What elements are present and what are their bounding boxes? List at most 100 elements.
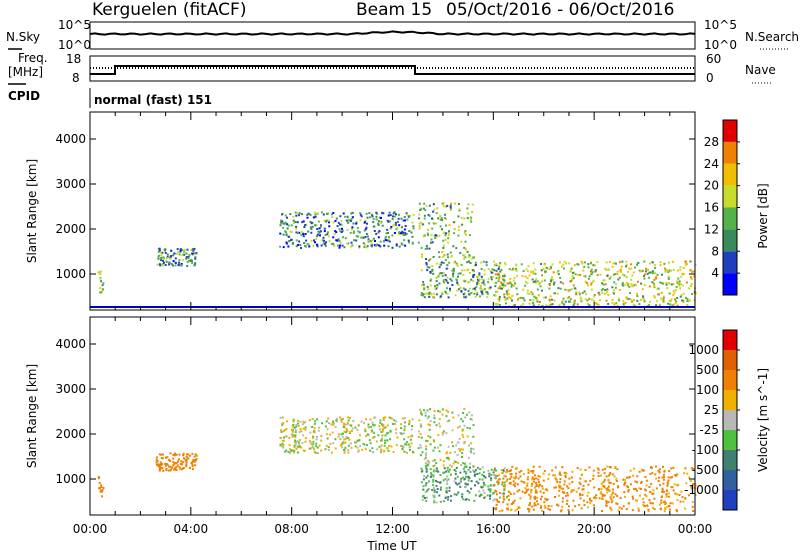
echo-cell-3: [464, 462, 467, 465]
echo-cell-5: [579, 497, 582, 500]
echo-cell-4: [435, 470, 438, 473]
echo-cell-5: [614, 467, 617, 469]
echo-cell-1: [161, 467, 164, 470]
echo-cell-5: [668, 282, 671, 285]
echo-cell-4: [498, 264, 501, 267]
echo-cell-5: [678, 284, 681, 287]
echo-cell-4: [476, 473, 479, 475]
echo-cell-3: [464, 230, 467, 232]
echo-cell-3: [418, 202, 421, 205]
echo-cell-2: [340, 418, 343, 421]
echo-cell-5: [497, 287, 500, 290]
echo-cell-2: [393, 232, 396, 234]
echo-cell-5: [577, 263, 580, 266]
echo-cell-4: [446, 469, 449, 472]
search-label: N.Search: [745, 30, 799, 44]
echo-cell-3: [445, 224, 447, 227]
echo-cell-5: [601, 495, 604, 498]
echo-cell-5: [626, 270, 629, 273]
echo-cell-5: [609, 275, 612, 278]
echo-cell-2: [360, 215, 363, 218]
echo-cell-3: [461, 451, 464, 454]
echo-cell-5: [593, 300, 595, 302]
echo-cell-2: [337, 435, 340, 438]
echo-cell-2: [341, 229, 344, 232]
echo-cell-1: [169, 452, 172, 455]
echo-cell-5: [653, 278, 656, 281]
echo-cell-5: [680, 283, 682, 286]
echo-cell-5: [493, 269, 496, 272]
echo-cell-5: [558, 471, 561, 474]
echo-cell-5: [515, 467, 518, 470]
echo-cell-2: [355, 235, 358, 238]
echo-cell-4: [498, 496, 501, 499]
echo-cell-5: [665, 282, 668, 284]
echo-cell-4: [475, 283, 478, 286]
echo-cell-2: [282, 226, 285, 229]
echo-cell-4: [439, 271, 442, 274]
echo-cell-2: [410, 428, 413, 431]
echo-cell-2: [351, 226, 354, 229]
echo-cell-4: [420, 269, 423, 272]
echo-cell-1: [194, 257, 197, 260]
echo-cell-2: [353, 230, 355, 233]
echo-cell-5: [657, 480, 660, 482]
echo-cell-2: [312, 244, 315, 247]
echo-cell-5: [657, 293, 660, 296]
echo-cell-2: [338, 239, 341, 242]
beam-label: Beam 15: [356, 0, 432, 20]
echo-cell-5: [658, 476, 660, 479]
echo-cell-5: [633, 488, 635, 491]
echo-cell-3: [426, 440, 429, 443]
echo-cell-2: [342, 432, 344, 435]
echo-cell-5: [514, 485, 516, 488]
echo-cell-5: [506, 293, 509, 296]
echo-cell-5: [526, 277, 529, 280]
echo-cell-5: [550, 505, 553, 508]
echo-cell-1: [160, 254, 163, 257]
echo-cell-5: [510, 285, 513, 288]
echo-cell-2: [295, 225, 298, 228]
echo-cell-5: [568, 300, 570, 303]
echo-cell-3: [424, 414, 427, 417]
echo-cell-4: [494, 285, 497, 288]
echo-cell-2: [344, 438, 347, 440]
echo-cell-5: [548, 287, 551, 290]
freq-label-2: [MHz]: [8, 65, 43, 79]
echo-cell-1: [193, 247, 196, 250]
echo-cell-5: [562, 263, 565, 266]
echo-cell-4: [424, 491, 427, 494]
echo-cell-2: [315, 435, 318, 438]
echo-cell-5: [611, 301, 614, 304]
echo-cell-5: [576, 263, 579, 266]
echo-cell-4: [460, 291, 463, 294]
echo-cell-2: [402, 445, 405, 448]
echo-cell-1: [189, 454, 191, 457]
echo-cell-2: [288, 240, 291, 243]
echo-cell-1: [172, 461, 175, 463]
echo-cell-5: [510, 508, 513, 511]
echo-cell-5: [679, 268, 682, 271]
echo-cell-2: [375, 211, 378, 214]
echo-cell-2: [324, 245, 327, 248]
echo-cell-5: [589, 497, 591, 500]
echo-cell-5: [575, 490, 578, 493]
echo-cell-5: [665, 283, 668, 286]
echo-cell-5: [537, 475, 540, 477]
echo-cell-4: [426, 269, 429, 272]
echo-cell-2: [372, 225, 375, 228]
echo-cell-0: [100, 490, 103, 493]
echo-cell-4: [435, 276, 438, 279]
echo-cell-3: [448, 419, 451, 422]
echo-cell-4: [422, 485, 425, 488]
echo-cell-3: [463, 407, 466, 410]
echo-cell-2: [281, 213, 283, 216]
echo-cell-4: [450, 473, 452, 476]
echo-cell-2: [320, 449, 323, 452]
echo-cell-2: [341, 244, 344, 247]
echo-cell-2: [365, 444, 368, 446]
echo-cell-4: [474, 289, 477, 292]
echo-cell-2: [348, 438, 351, 441]
echo-cell-4: [442, 479, 445, 482]
echo-cell-5: [496, 480, 499, 483]
